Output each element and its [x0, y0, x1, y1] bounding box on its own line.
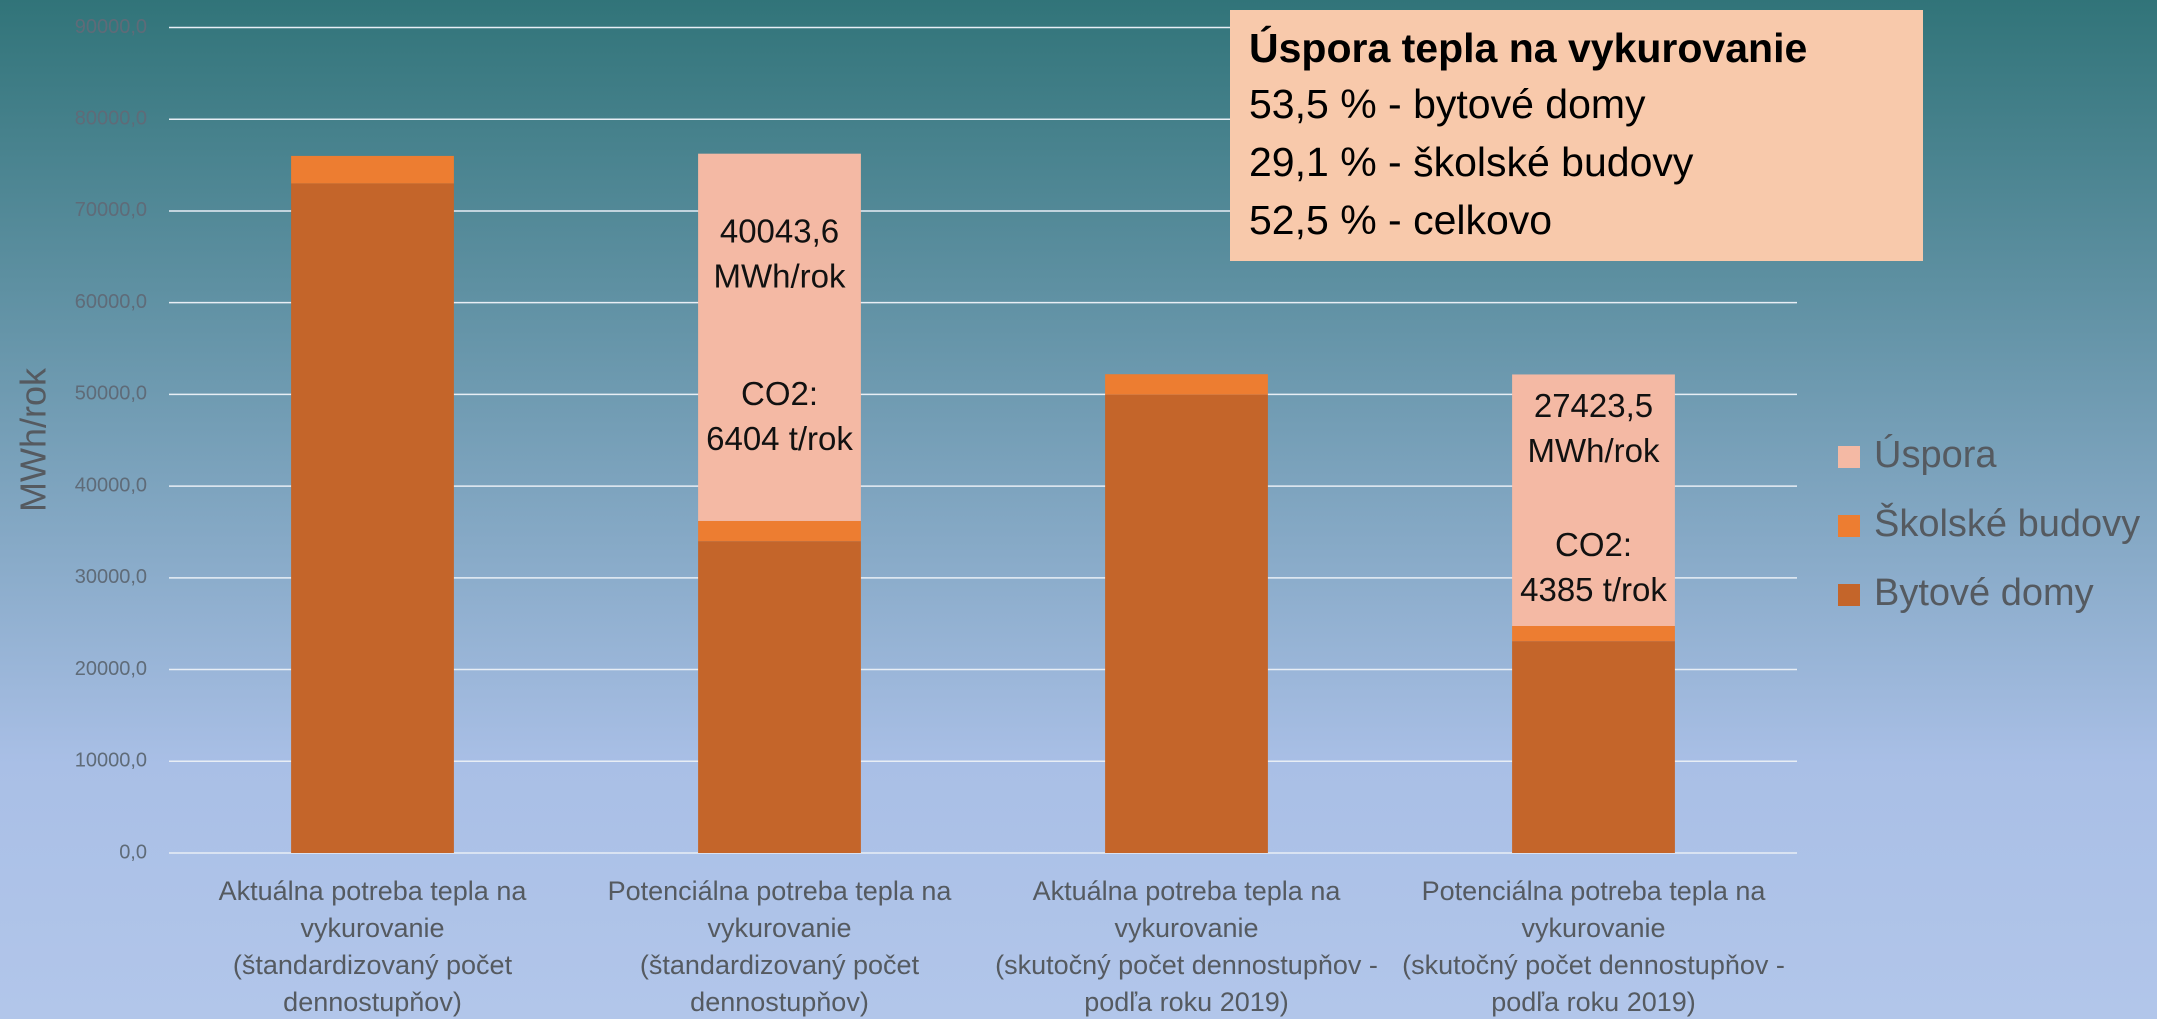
y-tick-label: 90000,0 [75, 16, 147, 38]
legend-swatch [1838, 446, 1860, 468]
co2-label: 6404 t/rok [706, 420, 853, 457]
data-label: 40043,6 [720, 212, 839, 249]
x-tick-label: Potenciálna potreba tepla na [608, 876, 953, 906]
y-tick-label: 20000,0 [75, 658, 147, 680]
info-box [1230, 10, 1923, 261]
x-tick-label: vykurovanie [707, 913, 851, 943]
info-line: 29,1 % - školské budovy [1249, 139, 1694, 185]
bar-segment [1512, 374, 1675, 626]
bar-segment [1512, 641, 1675, 853]
y-tick-label: 10000,0 [75, 750, 147, 772]
x-tick-label: podľa roku 2019) [1084, 987, 1289, 1017]
bar-segment [291, 155, 454, 184]
y-axis-title: MWh/rok [13, 367, 54, 512]
y-tick-label: 30000,0 [75, 566, 147, 588]
info-line: 52,5 % - celkovo [1249, 197, 1552, 243]
x-tick-label: Aktuálna potreba tepla na [219, 876, 528, 906]
y-tick-label: 0,0 [119, 841, 147, 863]
x-tick-label: Aktuálna potreba tepla na [1033, 876, 1342, 906]
y-tick-label: 80000,0 [75, 108, 147, 130]
data-label: 27423,5 [1534, 387, 1653, 424]
data-label: MWh/rok [714, 257, 847, 294]
x-tick-label: vykurovanie [1114, 913, 1258, 943]
x-tick-label: vykurovanie [300, 913, 444, 943]
y-tick-label: 60000,0 [75, 291, 147, 313]
x-tick-label: vykurovanie [1521, 913, 1665, 943]
bar-segment [1105, 374, 1268, 395]
legend-label: Bytové domy [1874, 572, 2094, 614]
x-tick-label: dennostupňov) [690, 987, 869, 1017]
x-tick-label: (štandardizovaný počet [640, 950, 920, 980]
data-label: MWh/rok [1528, 432, 1661, 469]
x-tick-label: (skutočný počet dennostupňov - [995, 950, 1378, 980]
co2-label: 4385 t/rok [1520, 571, 1667, 608]
x-tick-label: (skutočný počet dennostupňov - [1402, 950, 1785, 980]
legend-label: Úspora [1874, 433, 1997, 476]
bar-segment [698, 153, 861, 521]
x-tick-label: dennostupňov) [283, 987, 462, 1017]
info-line: 53,5 % - bytové domy [1249, 81, 1646, 127]
x-tick-label: (štandardizovaný počet [233, 950, 513, 980]
bar-segment [1512, 625, 1675, 642]
co2-label: CO2: [741, 375, 818, 412]
y-tick-label: 40000,0 [75, 474, 147, 496]
info-title: Úspora tepla na vykurovanie [1249, 25, 1807, 71]
legend-swatch [1838, 515, 1860, 537]
bar-segment [291, 183, 454, 853]
bar-segment [1105, 394, 1268, 853]
legend-label: Školské budovy [1874, 501, 2140, 545]
legend-swatch [1838, 584, 1860, 606]
x-tick-label: Potenciálna potreba tepla na [1422, 876, 1767, 906]
x-tick-label: podľa roku 2019) [1491, 987, 1696, 1017]
co2-label: CO2: [1555, 526, 1632, 563]
y-tick-label: 70000,0 [75, 199, 147, 221]
y-tick-label: 50000,0 [75, 383, 147, 405]
bar-segment [698, 520, 861, 542]
bar-segment [698, 541, 861, 853]
